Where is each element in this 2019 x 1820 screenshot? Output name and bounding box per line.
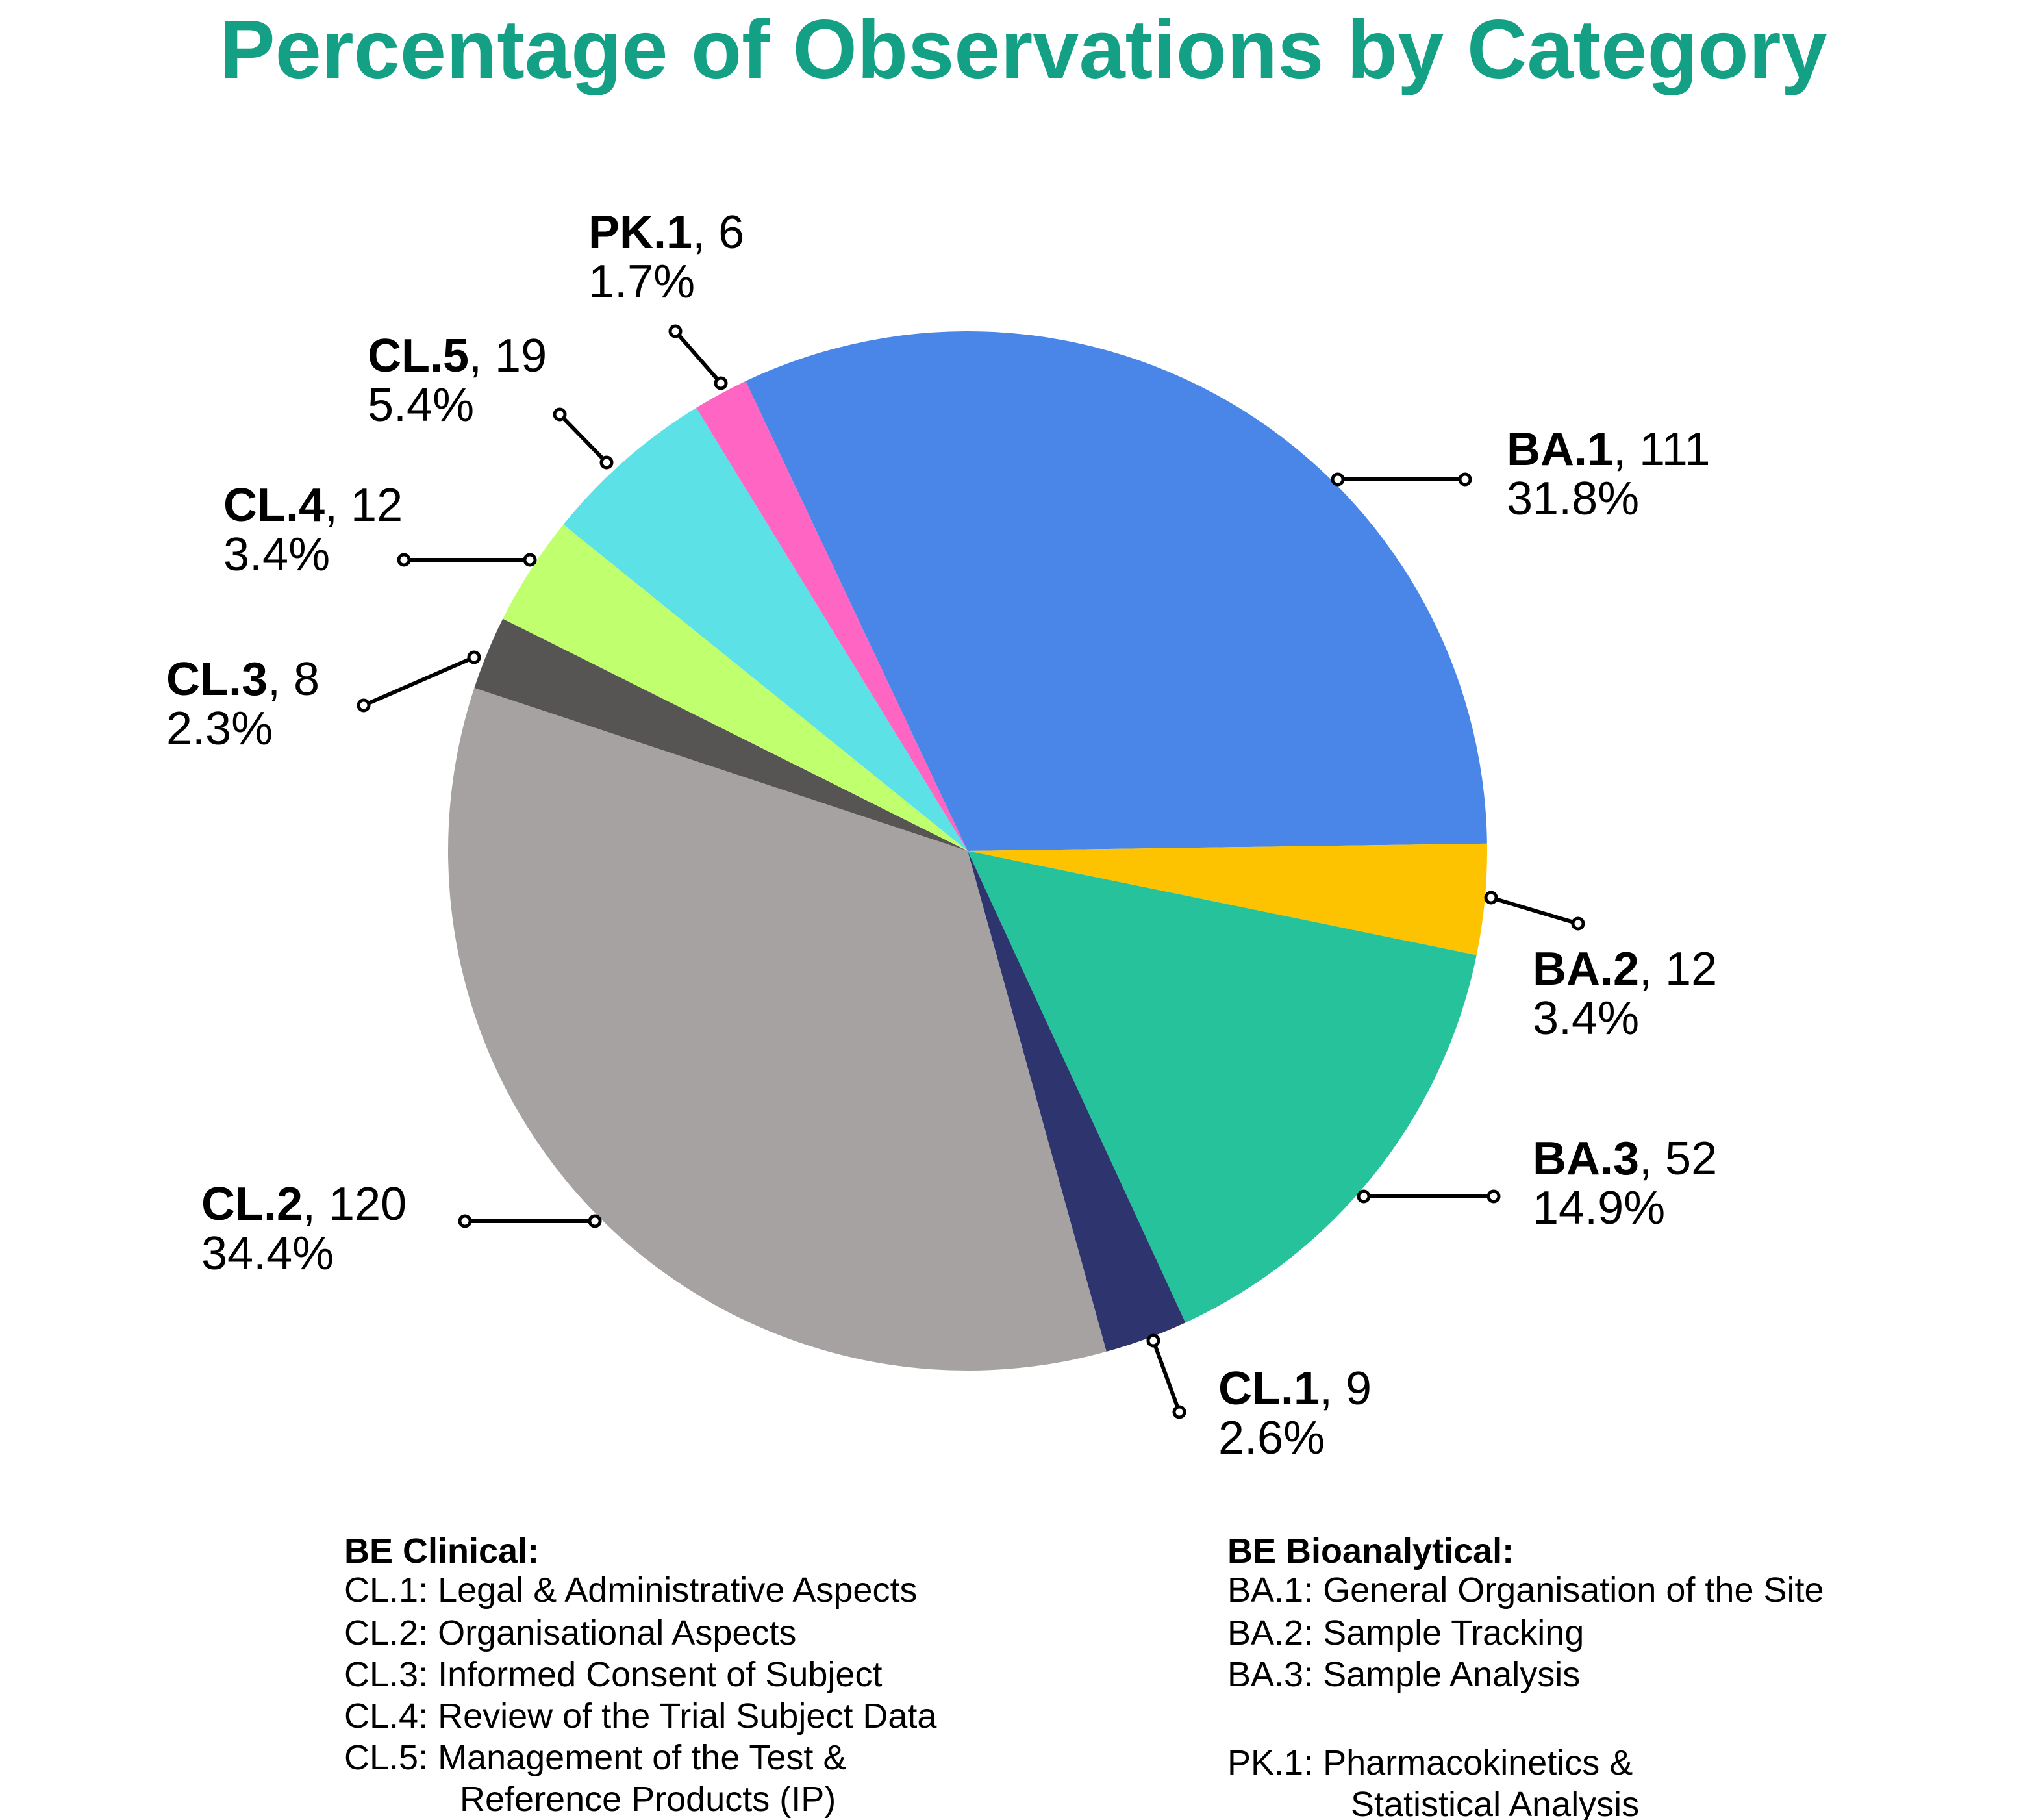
slice-label-percent: 2.6% [1218,1412,1325,1464]
slice-label: CL.5, 19 5.4% [368,330,547,431]
leader-dot [523,553,537,567]
slice-label-value: , 52 [1639,1133,1717,1185]
pie-slice-cl-5 [563,407,968,851]
leader-line [673,330,723,385]
leader-dot [1484,891,1498,905]
slice-label-value: , 12 [325,479,403,531]
pie-slice-ba-1 [746,331,1487,852]
slice-label-percent: 34.4% [201,1228,334,1280]
pie-slice-ba-2 [968,843,1487,955]
leader-dot [553,407,567,422]
slice-label: BA.2, 12 3.4% [1533,943,1717,1044]
legend-item: CL.4: Review of the Trial Subject Data [344,1697,937,1736]
legend-item: CL.2: Organisational Aspects [344,1613,796,1652]
slice-label-percent: 3.4% [1533,992,1639,1044]
legend-bioanalytical: BE Bioanalytical: BA.1: General Organisa… [1227,1532,1824,1820]
legend-item: PK.1: Pharmacokinetics & [1227,1743,1633,1782]
slice-label-percent: 14.9% [1533,1182,1665,1234]
legend-heading: BE Bioanalytical: [1227,1532,1514,1571]
legend-item: CL.5: Management of the Test & [344,1738,846,1777]
slice-label-value: , 111 [1613,423,1710,475]
slice-label-value: , 9 [1320,1363,1372,1415]
legend-item: CL.3: Informed Consent of Subject [344,1655,882,1694]
pie-slice-pk-1 [696,381,968,851]
leader-dot [668,324,683,338]
legend-item: BA.1: General Organisation of the Site [1227,1571,1824,1610]
slice-label-value: , 12 [1639,943,1717,995]
slice-label-name: CL.4 [223,479,325,531]
legend-item: BA.3: Sample Analysis [1227,1655,1580,1694]
slice-label-name: CL.5 [368,330,469,382]
leader-dot [1331,472,1345,487]
slice-label-value: , 8 [268,653,320,705]
leader-dot [1357,1189,1371,1204]
slice-label-name: CL.2 [201,1178,303,1230]
slice-label-percent: 5.4% [368,379,474,431]
slice-label-name: PK.1 [588,207,692,259]
legend-item: CL.1: Legal & Administrative Aspects [344,1571,917,1610]
legend-clinical: BE Clinical: CL.1: Legal & Administrativ… [344,1532,937,1819]
slice-label-percent: 2.3% [166,703,273,755]
pie-slice-cl-4 [503,524,968,851]
slice-label: BA.1, 111 31.8% [1507,423,1711,525]
leader-dot [1146,1333,1160,1348]
pie-slice-cl-1 [968,851,1186,1352]
leader-dot [1458,472,1472,487]
slice-label-value: , 19 [469,330,547,382]
slice-label: BA.3, 52 14.9% [1533,1133,1717,1234]
slice-label: PK.1, 6 1.7% [588,207,744,308]
leader-dot [599,455,614,470]
leader-dot [1172,1405,1186,1419]
leader-dot [1486,1189,1501,1204]
slice-label-value: , 6 [692,207,744,259]
slice-label: CL.1, 9 2.6% [1218,1363,1372,1464]
leader-dot [1571,916,1585,931]
slice-label-percent: 31.8% [1507,473,1639,525]
slice-label-name: BA.3 [1533,1133,1639,1185]
slice-label-name: BA.2 [1533,943,1639,995]
slice-label-percent: 1.7% [588,256,695,308]
slice-label-percent: 3.4% [223,529,330,581]
leader-dot [467,650,481,664]
pie-slice-cl-2 [447,688,1107,1371]
legend-item: BA.2: Sample Tracking [1227,1613,1584,1652]
leader-dot [588,1214,602,1228]
pie-slice-cl-3 [474,618,968,851]
legend-heading: BE Clinical: [344,1532,539,1571]
slice-label-value: , 120 [303,1178,407,1230]
chart-title: Percentage of Observations by Category [219,3,1827,96]
leader-dot [714,376,728,390]
leader-line [362,655,475,707]
slice-label: CL.4, 12 3.4% [223,479,403,581]
slice-label: CL.2, 120 34.4% [201,1178,407,1280]
pie-slice-ba-3 [968,851,1477,1323]
slice-label-name: CL.3 [166,653,268,705]
leader-dot [397,553,411,567]
leader-line [1151,1339,1181,1413]
leader-dot [458,1214,472,1228]
legend-item: Statistical Analysis [1351,1785,1639,1820]
slice-label-name: BA.1 [1507,423,1613,475]
leader-dot [357,698,371,713]
slice-label-name: CL.1 [1218,1363,1320,1415]
slice-label: CL.3, 8 2.3% [166,653,320,755]
leader-line [558,412,608,464]
leader-line [1490,896,1579,926]
legend-item: Reference Products (IP) [460,1780,836,1819]
